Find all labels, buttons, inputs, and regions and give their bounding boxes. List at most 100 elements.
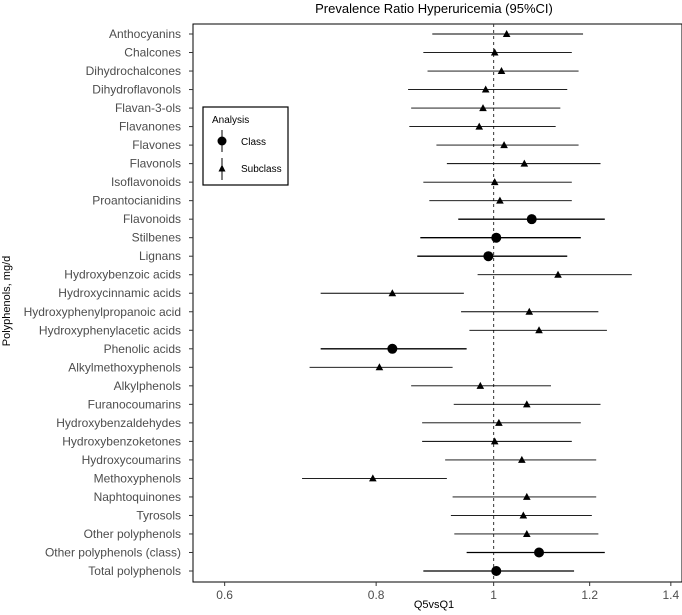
estimate-triangle — [518, 455, 526, 463]
estimate-triangle — [500, 141, 508, 149]
category-label: Hydroxyphenylpropanoic acid — [24, 305, 181, 319]
legend-title: Analysis — [212, 115, 249, 126]
x-axis-title: Q5vsQ1 — [414, 599, 454, 611]
row-7 — [446, 159, 601, 167]
legend-class-marker — [217, 136, 227, 146]
row-21 — [422, 418, 581, 426]
estimate-triangle — [481, 85, 490, 93]
category-label: Hydroxybenzaldehydes — [56, 416, 181, 430]
category-label: Tyrosols — [136, 508, 181, 522]
row-15 — [461, 307, 599, 315]
category-label: Dihydroflavonols — [92, 83, 181, 97]
estimate-triangle — [523, 492, 531, 500]
row-19 — [411, 381, 551, 389]
category-label: Lignans — [139, 249, 181, 263]
estimate-triangle — [475, 122, 484, 130]
category-label: Anthocyanins — [109, 27, 181, 41]
estimate-circle — [526, 214, 537, 225]
x-tick-label: 0.8 — [368, 588, 385, 602]
category-label: Alkylmethoxyphenols — [68, 360, 181, 374]
estimate-circle — [483, 251, 494, 262]
row-1 — [423, 48, 572, 56]
estimate-triangle — [476, 381, 485, 389]
row-24 — [302, 474, 447, 482]
row-26 — [450, 511, 592, 519]
category-label: Flavonols — [130, 157, 181, 171]
row-3 — [408, 85, 568, 93]
y-axis-title: Polyphenols, mg/d — [1, 256, 13, 347]
category-label: Naphtoquinones — [94, 490, 181, 504]
row-6 — [436, 141, 579, 149]
legend-label-class: Class — [241, 137, 266, 148]
legend-box — [202, 106, 289, 186]
row-9 — [429, 196, 572, 204]
row-18 — [309, 363, 453, 371]
x-tick-label: 1 — [490, 588, 497, 602]
category-labels: Anthocyanins Chalcones Dihydrochalcones Dih… — [24, 27, 193, 578]
row-5 — [409, 122, 556, 130]
estimate-triangle — [525, 307, 534, 315]
row-10 — [458, 214, 605, 225]
category-label: Chalcones — [124, 46, 181, 60]
row-23 — [445, 455, 597, 463]
estimate-triangle — [554, 270, 562, 278]
row-20 — [453, 400, 601, 408]
category-label: Hydroxybenzoic acids — [64, 268, 181, 282]
category-label: Hydroxycoumarins — [82, 453, 181, 467]
estimate-triangle — [523, 529, 531, 537]
estimate-circle — [387, 343, 398, 354]
row-17 — [320, 343, 467, 354]
estimate-triangle — [535, 326, 543, 334]
row-29 — [423, 566, 575, 576]
estimate-triangle — [519, 511, 528, 519]
data-marks — [302, 30, 632, 576]
row-25 — [452, 492, 597, 500]
category-label: Flavan-3-ols — [115, 101, 181, 115]
estimate-triangle — [388, 289, 397, 297]
category-label: Flavones — [132, 138, 181, 152]
category-label: Proantocianidins — [92, 194, 181, 208]
row-16 — [469, 326, 607, 334]
category-label: Phenolic acids — [104, 342, 181, 356]
estimate-triangle — [490, 178, 499, 186]
category-label: Flavanones — [119, 120, 181, 134]
category-label: Alkylphenols — [114, 379, 181, 393]
category-label: Methoxyphenols — [94, 471, 181, 485]
category-label: Total polyphenols — [88, 564, 181, 578]
x-tick-label: 1.2 — [581, 588, 598, 602]
estimate-triangle — [496, 196, 504, 204]
estimate-triangle — [502, 30, 511, 37]
estimate-triangle — [523, 400, 531, 408]
chart-title: Prevalence Ratio Hyperuricemia (95%CI) — [315, 1, 553, 16]
category-label: Other polyphenols — [84, 527, 181, 541]
estimate-circle — [534, 547, 545, 558]
row-14 — [320, 289, 464, 297]
category-label: Hydroxycinnamic acids — [58, 286, 181, 300]
row-22 — [422, 437, 572, 445]
legend: Analysis Class Subclass — [202, 106, 289, 186]
row-13 — [477, 270, 632, 278]
estimate-triangle — [495, 418, 503, 426]
estimate-circle — [491, 566, 502, 576]
category-label: Isoflavonoids — [111, 175, 181, 189]
estimate-triangle — [375, 363, 384, 371]
category-label: Hydroxybenzoketones — [62, 434, 181, 448]
category-label: Other polyphenols (class) — [45, 545, 181, 559]
x-axis: 0.6 0.8 1 1.2 1.4 — [216, 582, 679, 602]
row-8 — [423, 178, 572, 186]
estimate-triangle — [497, 67, 506, 75]
estimate-circle — [491, 232, 502, 243]
row-28 — [466, 547, 605, 558]
row-4 — [411, 104, 561, 112]
row-0 — [432, 30, 584, 37]
category-label: Stilbenes — [132, 231, 181, 245]
category-label: Dihydrochalcones — [86, 64, 181, 78]
estimate-triangle — [369, 474, 377, 482]
legend-subclass-marker — [218, 164, 226, 172]
category-label: Hydroxyphenylacetic acids — [39, 323, 181, 337]
x-tick-label: 1.4 — [662, 588, 679, 602]
estimate-triangle — [490, 437, 499, 445]
estimate-triangle — [520, 159, 529, 167]
category-label: Furanocoumarins — [88, 397, 181, 411]
